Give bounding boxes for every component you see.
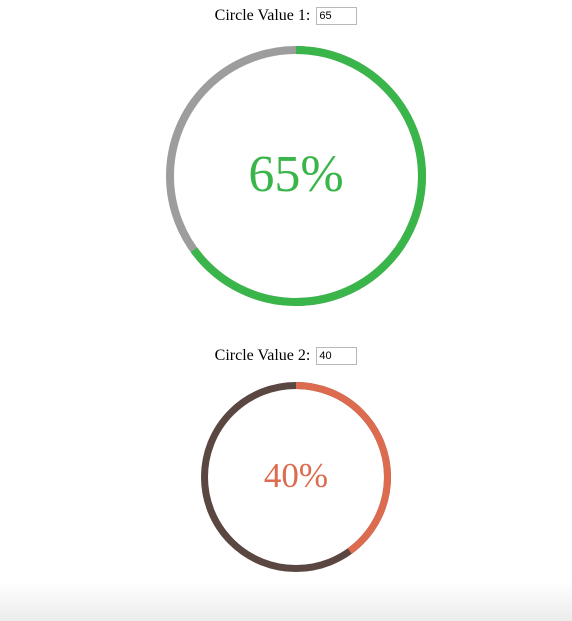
- circle-2-value-label: Circle Value 2:: [215, 346, 311, 366]
- progress-circle-2-percent-text: 40%: [264, 456, 328, 495]
- progress-circle-2: 40%: [200, 381, 392, 573]
- progress-circle-1-percent-text: 65%: [248, 146, 343, 203]
- circle-2-value-input[interactable]: [316, 347, 357, 365]
- circle-1-control: Circle Value 1:: [0, 6, 572, 26]
- circle-1-value-input[interactable]: [316, 7, 357, 25]
- circle-1-value-label: Circle Value 1:: [215, 6, 311, 26]
- progress-circle-1: 65%: [165, 45, 427, 307]
- circle-2-control: Circle Value 2:: [0, 346, 572, 366]
- bottom-fade: [0, 581, 572, 621]
